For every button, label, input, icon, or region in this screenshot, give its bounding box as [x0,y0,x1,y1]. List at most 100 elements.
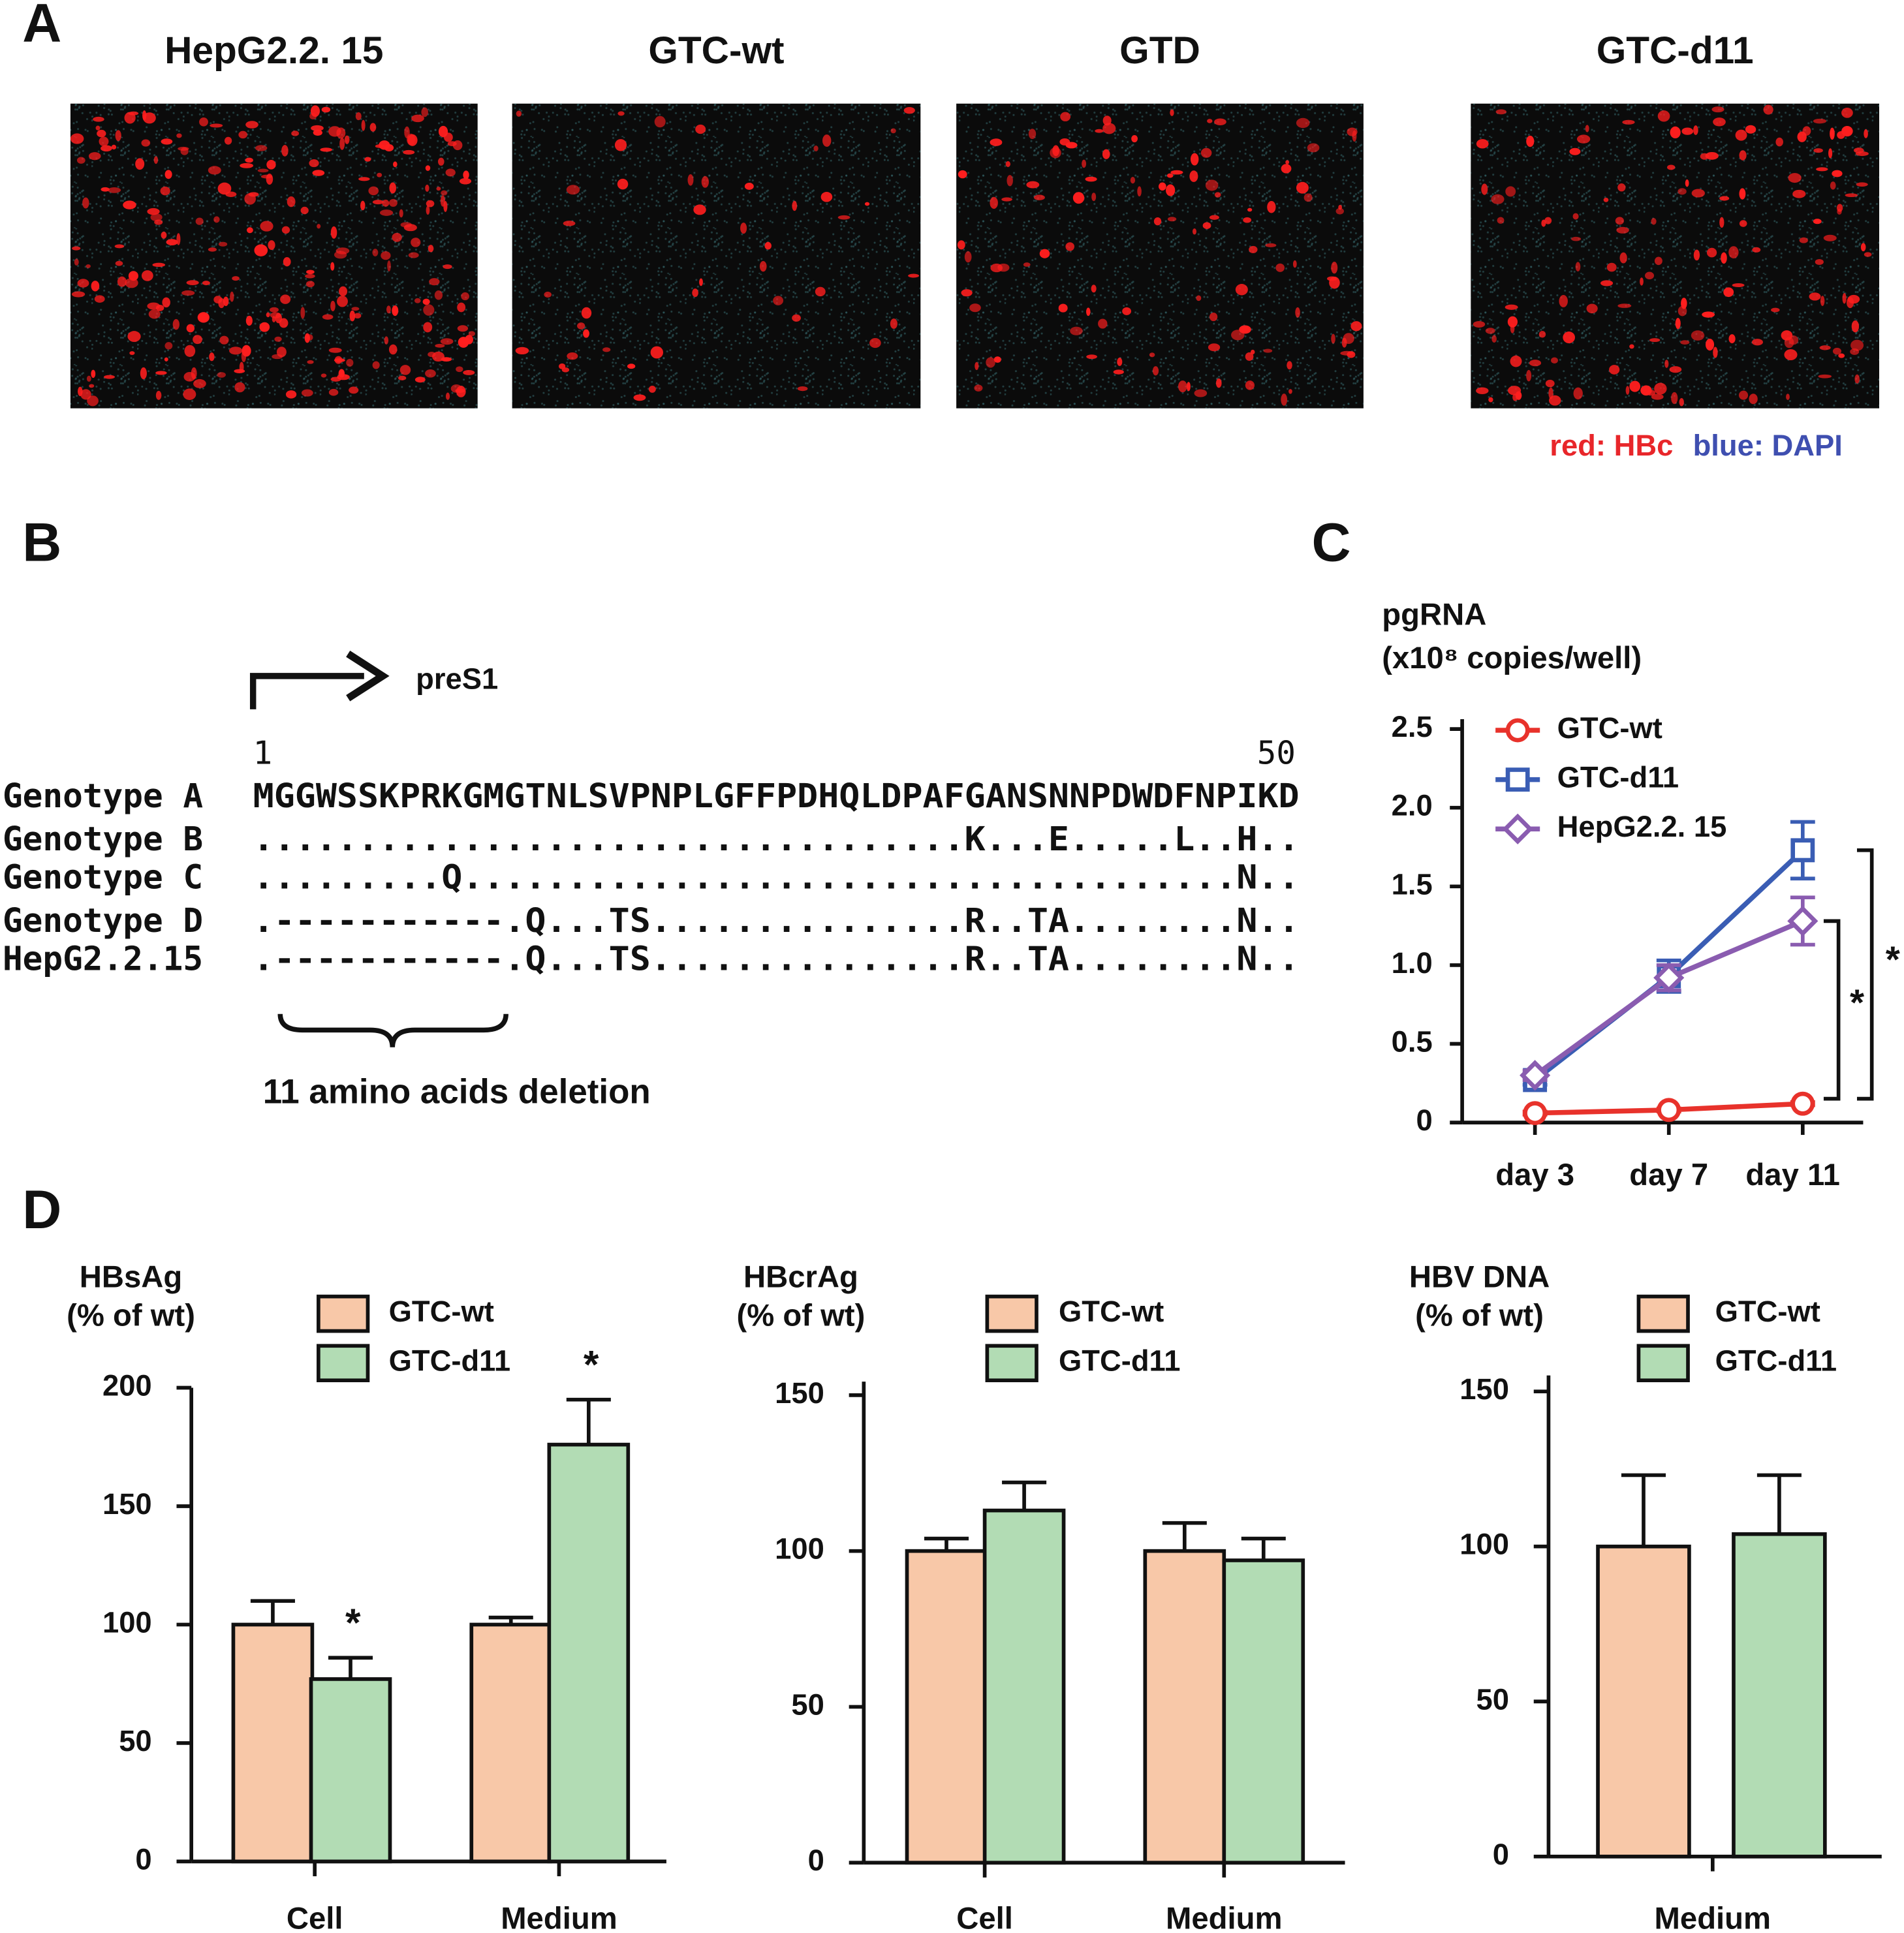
hbc-stain [815,286,826,297]
hbc-stain [392,232,402,242]
hbc-stain [563,221,576,226]
hbc-stain [224,136,232,145]
hbc-stain [1691,189,1705,198]
hbc-stain [1705,151,1719,160]
hbc-stain [1571,236,1582,241]
legend-label: GTC-wt [389,1295,494,1328]
hbc-stain [257,168,269,173]
hbc-stain [1235,284,1248,296]
hbc-stain [193,335,202,345]
hbc-stain [1763,104,1773,115]
hbc-stain [447,141,457,146]
hbc-stain [1819,345,1831,350]
genotype-name: Genotype A [3,777,203,816]
hbc-stain [1070,326,1083,335]
hbc-stain [399,209,403,218]
hbc-stain [1495,109,1506,115]
hbc-stain [166,239,178,245]
hbc-stain [1745,125,1756,134]
hbc-stain [208,247,217,252]
hbc-stain [1196,295,1202,302]
hbc-stain [1830,127,1835,140]
chart-title: HBV DNA [1409,1260,1550,1295]
point [1520,1060,1551,1091]
significance-bracket [1823,919,1841,1101]
point [1787,905,1818,936]
hbc-stain [1544,217,1552,224]
hbc-stain [281,145,289,157]
genotype-name: Genotype D [3,902,203,940]
hbc-stain [1693,249,1700,261]
panel-label: A [22,0,61,54]
hbc-stain [276,347,287,358]
hbc-stain [1700,153,1709,160]
hbc-stain [577,322,585,330]
hbc-stain [1569,147,1581,155]
hbc-stain [1832,347,1842,355]
hbc-stain [1841,125,1853,137]
hbc-stain [361,119,366,131]
hbc-stain [389,182,396,194]
hbc-stain [1649,338,1661,343]
hbc-stain [1784,349,1798,361]
hbc-stain [1816,167,1828,172]
hbc-stain [515,347,529,355]
hbc-stain [368,186,379,196]
hbc-stain [71,291,86,298]
hbc-stain [1491,194,1505,204]
hbc-stain [241,350,247,362]
hbc-stain [281,226,290,234]
hbc-stain [1691,330,1705,341]
hbc-stain [1788,335,1799,345]
hbc-stain [461,292,469,301]
legend-text: blue: DAPI [1693,429,1843,462]
hbc-stain [1629,380,1641,392]
hbc-stain [1851,320,1860,333]
hbc-stain [1706,247,1717,258]
hbc-stain [463,369,475,375]
brace [277,1013,508,1048]
y-tick-label: 100 [102,1605,152,1639]
hbc-stain [1573,387,1583,400]
hbc-stain [1231,330,1245,341]
genotype-name: Genotype B [3,820,203,859]
hbc-stain [1739,220,1747,227]
hbc-stain [627,363,636,369]
hbc-stain [1838,353,1845,358]
hbc-stain [320,147,332,152]
hbc-stain [320,373,327,378]
hbc-stain [654,116,666,128]
hbc-stain [869,338,881,348]
hbc-stain [217,182,232,195]
hbc-stain [199,117,208,127]
hbc-stain [687,174,694,186]
hbc-stain [1065,242,1075,251]
hbc-stain [426,200,435,208]
hbc-stain [111,144,117,150]
hbc-stain [208,166,221,175]
genotype-name: Genotype C [3,859,203,897]
hbc-stain [1713,117,1726,127]
legend-swatch [1636,1344,1690,1383]
hbc-stain [1245,380,1255,390]
hbc-stain [699,278,703,286]
hbc-stain [306,270,315,275]
hbc-stain [820,192,833,202]
hbc-stain [434,290,443,300]
hbc-stain [155,390,162,400]
hbc-stain [213,216,220,223]
hbc-stain [1307,143,1320,153]
hbc-stain [1059,138,1070,146]
hbc-stain [822,134,832,147]
hbc-stain [1200,147,1212,158]
hbc-stain [1719,196,1730,201]
chart-subtitle: (% of wt) [1415,1298,1544,1333]
hbc-stain [1563,332,1575,344]
hbc-stain [792,200,798,211]
hbc-stain [1797,131,1807,142]
hbc-stain [422,298,430,305]
hbc-stain [1719,217,1725,228]
image-title: GTD [1119,29,1200,72]
hbc-stain [908,273,920,278]
hbc-stain [210,123,223,128]
